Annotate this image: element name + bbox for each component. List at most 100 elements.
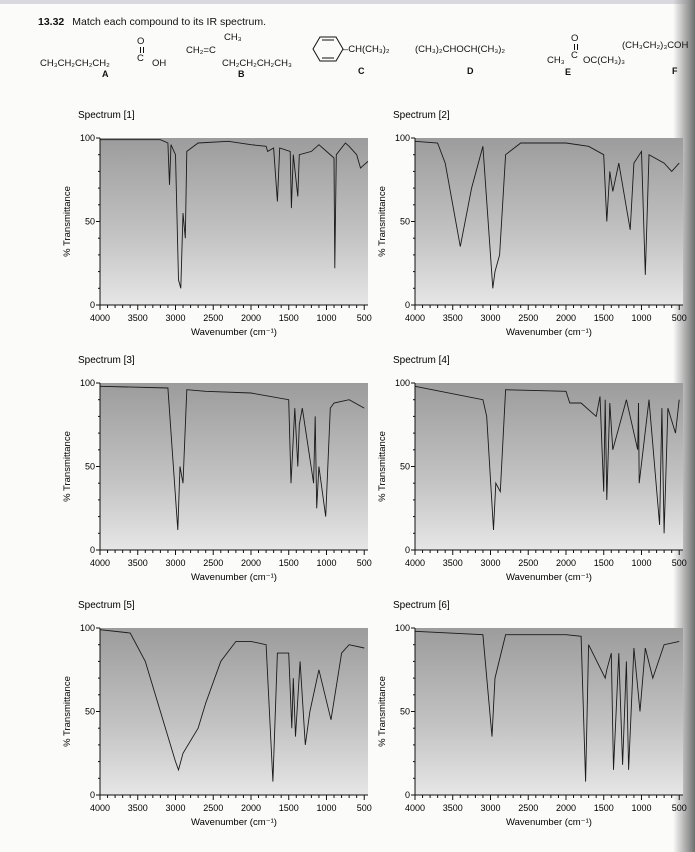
plot-area: [415, 138, 683, 305]
x-tick-label: 3000: [480, 803, 500, 813]
x-tick-label: 2000: [556, 803, 576, 813]
ir-spectrum-chart-5: Spectrum [5]4000 3500 3000 2500 2000 1500 1000…: [62, 600, 372, 828]
x-tick-label: 2500: [518, 803, 538, 813]
x-axis-label: Wavenumber (cm⁻¹): [506, 817, 592, 828]
benzene-ring-icon: [312, 36, 344, 62]
carbonyl-double-bond: [574, 44, 578, 50]
x-tick-label: 3500: [128, 803, 148, 813]
ir-spectrum-chart-4: Spectrum [4]4000 3500 3000 2500 2000 1500 1000…: [377, 355, 687, 583]
x-tick-label: 1500: [279, 558, 299, 568]
x-tick-label: 2000: [556, 313, 576, 323]
chart-title: Spectrum [1]: [78, 110, 135, 121]
x-tick-label: 1000: [316, 803, 336, 813]
y-tick-label: 50: [85, 707, 95, 717]
x-tick-label: 4000: [90, 803, 110, 813]
ir-spectrum-chart-3: Spectrum [3]4000 3500 3000 2500 2000 1500 1000…: [62, 355, 372, 583]
x-tick-label: 2500: [518, 558, 538, 568]
chain: CH₃CH₂CH₂CH₂: [40, 58, 110, 69]
x-tick-label: 1500: [279, 803, 299, 813]
spectrum-trace: [414, 385, 680, 534]
x-axis-label: Wavenumber (cm⁻¹): [191, 327, 277, 338]
isopropyl: –CH(CH₃)₂: [343, 44, 390, 55]
spectrum-trace: [99, 385, 365, 531]
x-tick-label: 4000: [405, 558, 425, 568]
y-tick-label: 50: [85, 217, 95, 227]
compound-label: A: [102, 69, 109, 79]
x-tick-label: 2500: [203, 313, 223, 323]
plot-area: [415, 628, 683, 795]
x-tick-label: 3000: [480, 558, 500, 568]
spectrum-trace: [414, 630, 680, 782]
x-tick-label: 4000: [90, 558, 110, 568]
y-tick-label: 50: [85, 462, 95, 472]
chart-title: Spectrum [5]: [78, 600, 135, 611]
tert-butoxy: OC(CH₃)₃: [583, 55, 626, 66]
y-tick-label: 0: [90, 300, 95, 310]
x-tick-label: 500: [357, 803, 372, 813]
x-tick-label: 1000: [631, 558, 651, 568]
y-tick-label: 50: [400, 707, 410, 717]
x-tick-label: 500: [672, 313, 687, 323]
compound-d: (CH₃)₂CHOCH(CH₃)₂ D: [415, 36, 525, 78]
hydroxyl: OH: [152, 58, 167, 69]
y-axis-label: % Transmittance: [62, 676, 73, 747]
butyl: CH₂CH₂CH₂CH₃: [222, 58, 292, 69]
x-tick-label: 4000: [405, 803, 425, 813]
x-tick-label: 3500: [128, 313, 148, 323]
y-tick-label: 50: [400, 217, 410, 227]
plot-area: [100, 628, 368, 795]
compound-c: –CH(CH₃)₂ C: [312, 36, 412, 78]
x-tick-label: 2000: [241, 803, 261, 813]
x-tick-label: 3000: [165, 558, 185, 568]
x-tick-label: 500: [357, 558, 372, 568]
y-tick-label: 100: [395, 623, 410, 633]
compound-e: O C CH₃ OC(CH₃)₃ E: [535, 33, 625, 79]
compound-b: CH₃ CH₂=C CH₂CH₂CH₂CH₃ B: [186, 32, 296, 80]
y-tick-label: 0: [405, 790, 410, 800]
formula: (CH₃)₂CHOCH(CH₃)₂: [415, 44, 506, 55]
compound-f: (CH₃CH₂)₃COH F: [622, 36, 695, 78]
plot-area: [100, 138, 368, 305]
x-tick-label: 2000: [556, 558, 576, 568]
chart-title: Spectrum [4]: [393, 355, 450, 366]
carbonyl-double-bond: [140, 47, 144, 53]
x-tick-label: 2500: [203, 558, 223, 568]
y-tick-label: 0: [90, 545, 95, 555]
x-tick-label: 2000: [241, 313, 261, 323]
x-axis-label: Wavenumber (cm⁻¹): [506, 327, 592, 338]
y-axis-label: % Transmittance: [377, 186, 388, 257]
y-tick-label: 0: [405, 300, 410, 310]
plot-area: [100, 383, 368, 550]
x-axis-label: Wavenumber (cm⁻¹): [191, 817, 277, 828]
ir-spectrum-chart-6: Spectrum [6]4000 3500 3000 2500 2000 1500 1000…: [377, 600, 687, 828]
x-axis-label: Wavenumber (cm⁻¹): [191, 572, 277, 583]
y-tick-label: 100: [395, 133, 410, 143]
x-tick-label: 3000: [480, 313, 500, 323]
plot-area: [415, 383, 683, 550]
spectrum-trace: [100, 139, 369, 289]
vinyl: CH₂=C: [186, 45, 216, 56]
x-tick-label: 3500: [128, 558, 148, 568]
y-tick-label: 100: [80, 623, 95, 633]
compound-label: B: [238, 69, 245, 79]
x-tick-label: 1000: [316, 558, 336, 568]
x-tick-label: 2000: [241, 558, 261, 568]
x-tick-label: 3000: [165, 313, 185, 323]
chart-title: Spectrum [6]: [393, 600, 450, 611]
x-tick-label: 500: [672, 803, 687, 813]
compound-label: F: [672, 66, 678, 76]
oxygen: O: [571, 33, 579, 44]
y-axis-label: % Transmittance: [62, 431, 73, 502]
x-tick-label: 4000: [90, 313, 110, 323]
compound-a: O C CH₃CH₂CH₂CH₂ OH A: [40, 36, 170, 80]
y-axis-label: % Transmittance: [62, 186, 73, 257]
compound-label: E: [565, 67, 572, 77]
spectrum-trace: [414, 140, 680, 289]
x-tick-label: 3500: [443, 803, 463, 813]
y-tick-label: 0: [90, 790, 95, 800]
y-tick-label: 100: [80, 133, 95, 143]
x-tick-label: 3500: [443, 558, 463, 568]
y-tick-label: 100: [395, 378, 410, 388]
x-axis-label: Wavenumber (cm⁻¹): [506, 572, 592, 583]
x-tick-label: 3500: [443, 313, 463, 323]
